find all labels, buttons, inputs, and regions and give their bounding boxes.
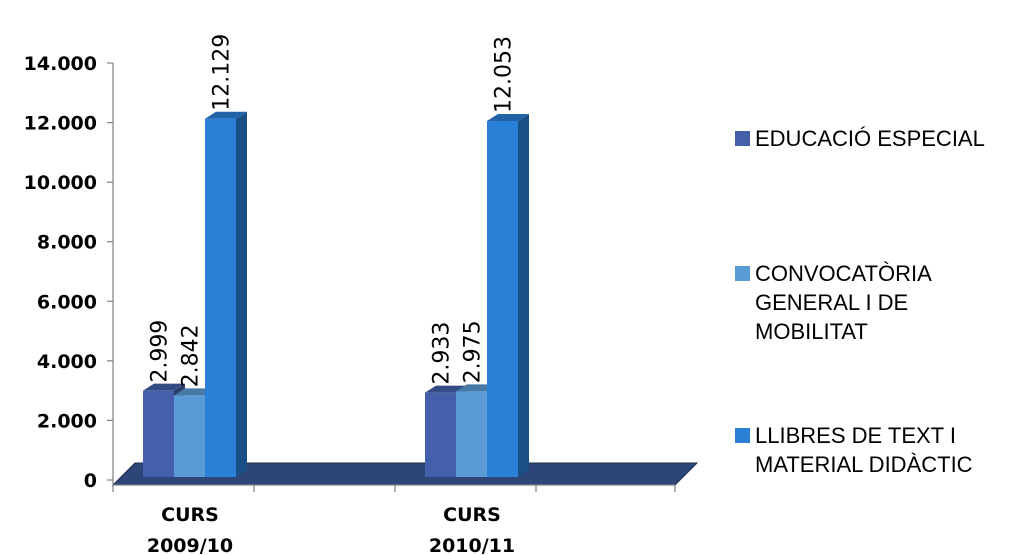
bar-side <box>518 113 529 477</box>
legend-label: EDUCACIÓ ESPECIAL <box>755 126 985 151</box>
y-tick-label: 10.000 <box>24 172 97 194</box>
legend-item-llibres-de-text: LLIBRES DE TEXT I MATERIAL DIDÀCTIC <box>735 421 1032 479</box>
y-tick-label: 0 <box>84 470 97 492</box>
chart-axes: 0 2.000 4.000 6.000 8.000 10.000 12.000 14.000 C… <box>24 53 676 555</box>
legend-swatch <box>735 131 750 146</box>
data-label: 2.933 <box>430 322 455 385</box>
bar <box>205 111 247 478</box>
y-tick-label: 4.000 <box>37 351 97 373</box>
bar-front <box>425 392 456 477</box>
data-label: 12.129 <box>210 34 235 111</box>
legend-item-educacio-especial: EDUCACIÓ ESPECIAL <box>735 124 1032 153</box>
x-tick-label: 2010/11 <box>429 535 515 555</box>
data-label: 2.999 <box>148 320 173 383</box>
bar-side <box>236 111 247 478</box>
data-label: 2.842 <box>179 324 204 387</box>
bar-front <box>456 391 487 477</box>
legend-item-convocatoria-general: CONVOCATÒRIA GENERAL I DE MOBILITAT <box>735 259 955 346</box>
bar-top <box>425 385 467 393</box>
y-tick-label: 2.000 <box>37 410 97 432</box>
data-label: 12.053 <box>492 36 517 113</box>
legend-label: LLIBRES DE TEXT I MATERIAL DIDÀCTIC <box>755 423 973 477</box>
x-tick-label: CURS <box>443 504 501 526</box>
y-tick-label: 8.000 <box>37 232 97 254</box>
legend-label: CONVOCATÒRIA GENERAL I DE MOBILITAT <box>755 261 931 344</box>
bar-front <box>143 390 174 477</box>
x-tick-label: 2009/10 <box>147 535 233 555</box>
data-label: 2.975 <box>461 320 486 383</box>
bar-front <box>174 395 205 477</box>
bar-top <box>487 113 529 121</box>
chart-bars <box>143 111 529 478</box>
bar-top <box>143 383 185 391</box>
legend-swatch <box>735 266 750 281</box>
chart-legend: EDUCACIÓ ESPECIAL CONVOCATÒRIA GENERAL I… <box>735 0 1032 555</box>
y-tick-label: 12.000 <box>24 113 97 135</box>
y-tick-label: 14.000 <box>24 53 97 75</box>
bar-front <box>487 120 518 477</box>
bar-top <box>205 111 247 119</box>
bar <box>487 113 529 477</box>
bar-front <box>205 118 236 478</box>
bar-chart: 0 2.000 4.000 6.000 8.000 10.000 12.000 14.000 C… <box>24 34 699 555</box>
legend-swatch <box>735 428 750 443</box>
chart-data-labels: 2.999 2.933 2.842 2.975 12.129 12.053 <box>148 34 517 388</box>
x-tick-label: CURS <box>161 504 219 526</box>
y-tick-label: 6.000 <box>37 291 97 313</box>
